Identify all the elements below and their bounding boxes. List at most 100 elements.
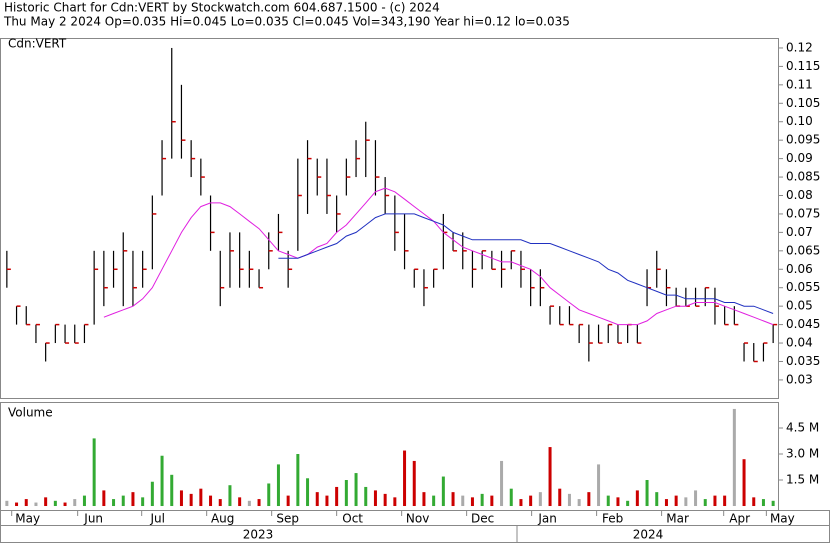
volume-bar: [92, 438, 96, 507]
volume-bar: [761, 499, 765, 507]
volume-bar: [703, 499, 707, 507]
y-tick-label: 4.5 M: [786, 421, 819, 435]
x-tick-label: Oct: [342, 512, 363, 526]
volume-bar: [102, 490, 106, 507]
volume-bar: [548, 447, 552, 507]
volume-bar: [179, 490, 183, 507]
volume-bar: [150, 481, 154, 507]
volume-bar: [723, 495, 727, 507]
volume-bar: [538, 492, 542, 507]
volume-bar: [209, 495, 213, 507]
volume-bar: [606, 495, 610, 507]
volume-bar: [373, 490, 377, 507]
volume-bar: [218, 499, 222, 507]
volume-bar: [412, 460, 416, 507]
x-tick-label: Feb: [602, 512, 623, 526]
volume-bar: [354, 473, 358, 507]
x-tick-label: Jun: [83, 512, 103, 526]
y-tick-label: 0.12: [786, 40, 813, 54]
volume-bar: [112, 499, 116, 507]
volume-bar: [403, 450, 407, 507]
volume-bar: [674, 495, 678, 507]
volume-bar: [315, 492, 319, 507]
volume-bar: [422, 492, 426, 507]
volume-bar: [257, 499, 261, 507]
year-label: 2024: [633, 528, 664, 542]
moving-average: [103, 187, 774, 326]
volume-bar: [451, 492, 455, 507]
volume-bar: [131, 492, 135, 507]
y-tick-label: 1.5 M: [786, 473, 819, 487]
y-tick-label: 0.04: [786, 336, 813, 350]
chart-subtitle: Thu May 2 2024 Op=0.035 Hi=0.045 Lo=0.03…: [3, 15, 570, 29]
volume-bar: [5, 500, 9, 507]
volume-bar: [364, 486, 368, 507]
volume-bar: [34, 502, 38, 507]
y-tick-label: 0.105: [786, 96, 820, 110]
volume-bar: [470, 497, 474, 507]
x-tick-label: Jul: [149, 512, 164, 526]
volume-bar: [189, 493, 193, 507]
volume-bar: [645, 480, 649, 507]
volume-bar: [509, 488, 513, 507]
volume-bar: [73, 499, 77, 507]
volume-bar: [752, 497, 756, 507]
volume-bar: [480, 493, 484, 507]
year-label: 2023: [243, 528, 274, 542]
volume-bar: [597, 464, 601, 507]
y-tick-label: 0.11: [786, 77, 813, 91]
volume-bar: [286, 495, 290, 507]
y-tick-label: 0.10: [786, 114, 813, 128]
volume-bar: [199, 488, 203, 507]
volume-bar: [519, 499, 523, 507]
volume-bar: [529, 495, 533, 507]
y-tick-label: 0.05: [786, 299, 813, 313]
y-tick-label: 0.065: [786, 243, 820, 257]
volume-bar: [461, 495, 465, 507]
y-tick-label: 0.07: [786, 225, 813, 239]
y-tick-label: 0.09: [786, 151, 813, 165]
x-tick-label: Sep: [276, 512, 299, 526]
x-tick-label: May: [15, 512, 40, 526]
volume-bar: [587, 492, 591, 507]
volume-bar: [24, 499, 28, 507]
volume-bar: [694, 490, 698, 507]
year-axis: [0, 525, 830, 543]
x-tick-label: Aug: [211, 512, 234, 526]
volume-bar: [567, 493, 571, 507]
volume-bar: [170, 474, 174, 507]
volume-bar: [616, 497, 620, 507]
y-tick-label: 0.08: [786, 188, 813, 202]
x-tick-label: May: [770, 512, 795, 526]
volume-bar: [742, 459, 746, 507]
price-label: Cdn:VERT: [8, 37, 67, 51]
volume-bar: [441, 476, 445, 507]
volume-bar: [500, 460, 504, 507]
volume-bar: [325, 495, 329, 507]
volume-bar: [63, 502, 67, 507]
volume-bar: [732, 408, 736, 507]
volume-panel: [0, 402, 779, 511]
y-tick-label: 0.115: [786, 59, 820, 73]
volume-bar: [655, 492, 659, 507]
volume-bar: [432, 495, 436, 507]
volume-bar: [664, 499, 668, 507]
volume-bar: [490, 495, 494, 507]
x-tick-label: Jan: [537, 512, 557, 526]
y-tick-label: 0.035: [786, 354, 820, 368]
volume-bar: [160, 455, 164, 507]
volume-bar: [713, 495, 717, 507]
x-tick-label: Mar: [666, 512, 689, 526]
volume-bar: [15, 502, 19, 507]
y-tick-label: 0.045: [786, 317, 820, 331]
volume-bar: [53, 500, 57, 507]
volume-bar: [335, 486, 339, 507]
volume-bar: [238, 497, 242, 507]
x-tick-label: Nov: [406, 512, 429, 526]
volume-bar: [267, 483, 271, 507]
volume-bar: [228, 485, 232, 507]
price-panel: [0, 38, 779, 399]
volume-bar: [393, 497, 397, 507]
volume-label: Volume: [8, 406, 53, 420]
